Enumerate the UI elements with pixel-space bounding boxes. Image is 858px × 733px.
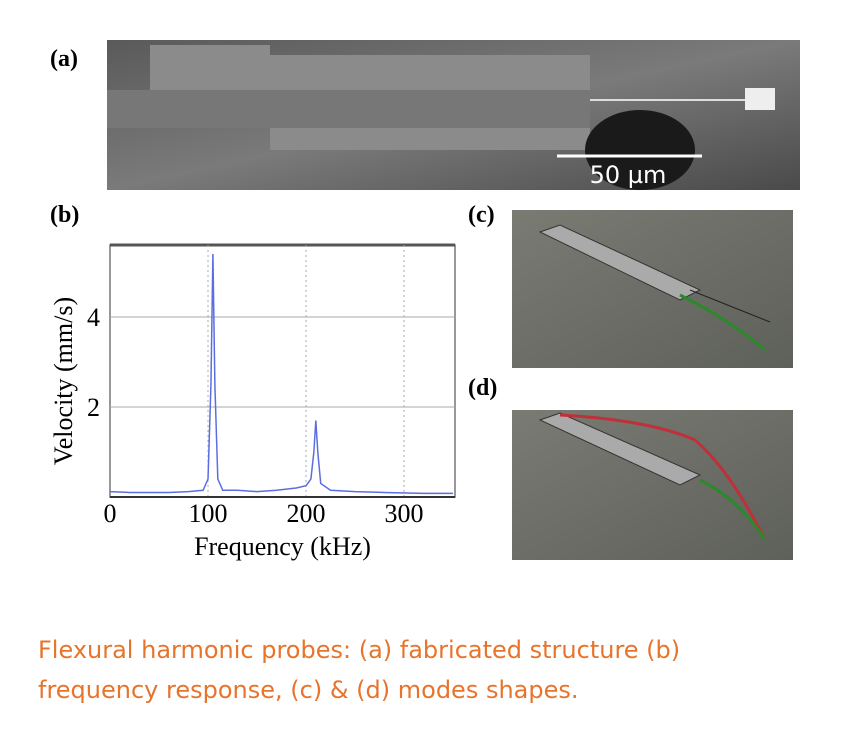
- caption: Flexural harmonic probes: (a) fabricated…: [38, 636, 680, 664]
- scale-bar-label: 50 µm: [590, 161, 667, 189]
- x-tick-label: 100: [189, 499, 228, 528]
- mode-beam: [538, 412, 702, 486]
- x-tick-label: 300: [385, 499, 424, 528]
- panel-label: (c): [468, 202, 495, 228]
- chart: 2 4 0 100 200 300 Frequency (kHz) Velocity (mm/…: [49, 243, 456, 561]
- panel-label: (b): [50, 202, 79, 228]
- mode-beam: [538, 224, 702, 301]
- x-tick-label: 200: [287, 499, 326, 528]
- mode-reference: [689, 289, 771, 323]
- mode-shape: [679, 293, 766, 352]
- y-axis-label: Velocity (mm/s): [49, 297, 78, 465]
- mode-image: [512, 410, 793, 560]
- probe-end: [745, 88, 775, 110]
- y-tick-label: 4: [87, 303, 100, 332]
- cantilever-body: [107, 90, 590, 128]
- hole: [585, 110, 695, 190]
- panel-label: (a): [50, 46, 78, 72]
- y-tick-label: 2: [87, 393, 100, 422]
- plot-area: [109, 244, 456, 498]
- panel-label: (d): [468, 375, 497, 401]
- x-axis-label: Frequency (kHz): [194, 532, 371, 561]
- mode-shape: [559, 413, 767, 541]
- mode-shape: [699, 478, 767, 541]
- series-line: [109, 253, 454, 495]
- x-tick-label: 0: [104, 499, 117, 528]
- caption: frequency response, (c) & (d) modes shap…: [38, 676, 579, 704]
